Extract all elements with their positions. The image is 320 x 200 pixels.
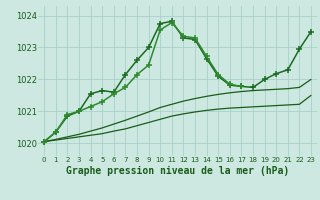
X-axis label: Graphe pression niveau de la mer (hPa): Graphe pression niveau de la mer (hPa)	[66, 166, 289, 176]
